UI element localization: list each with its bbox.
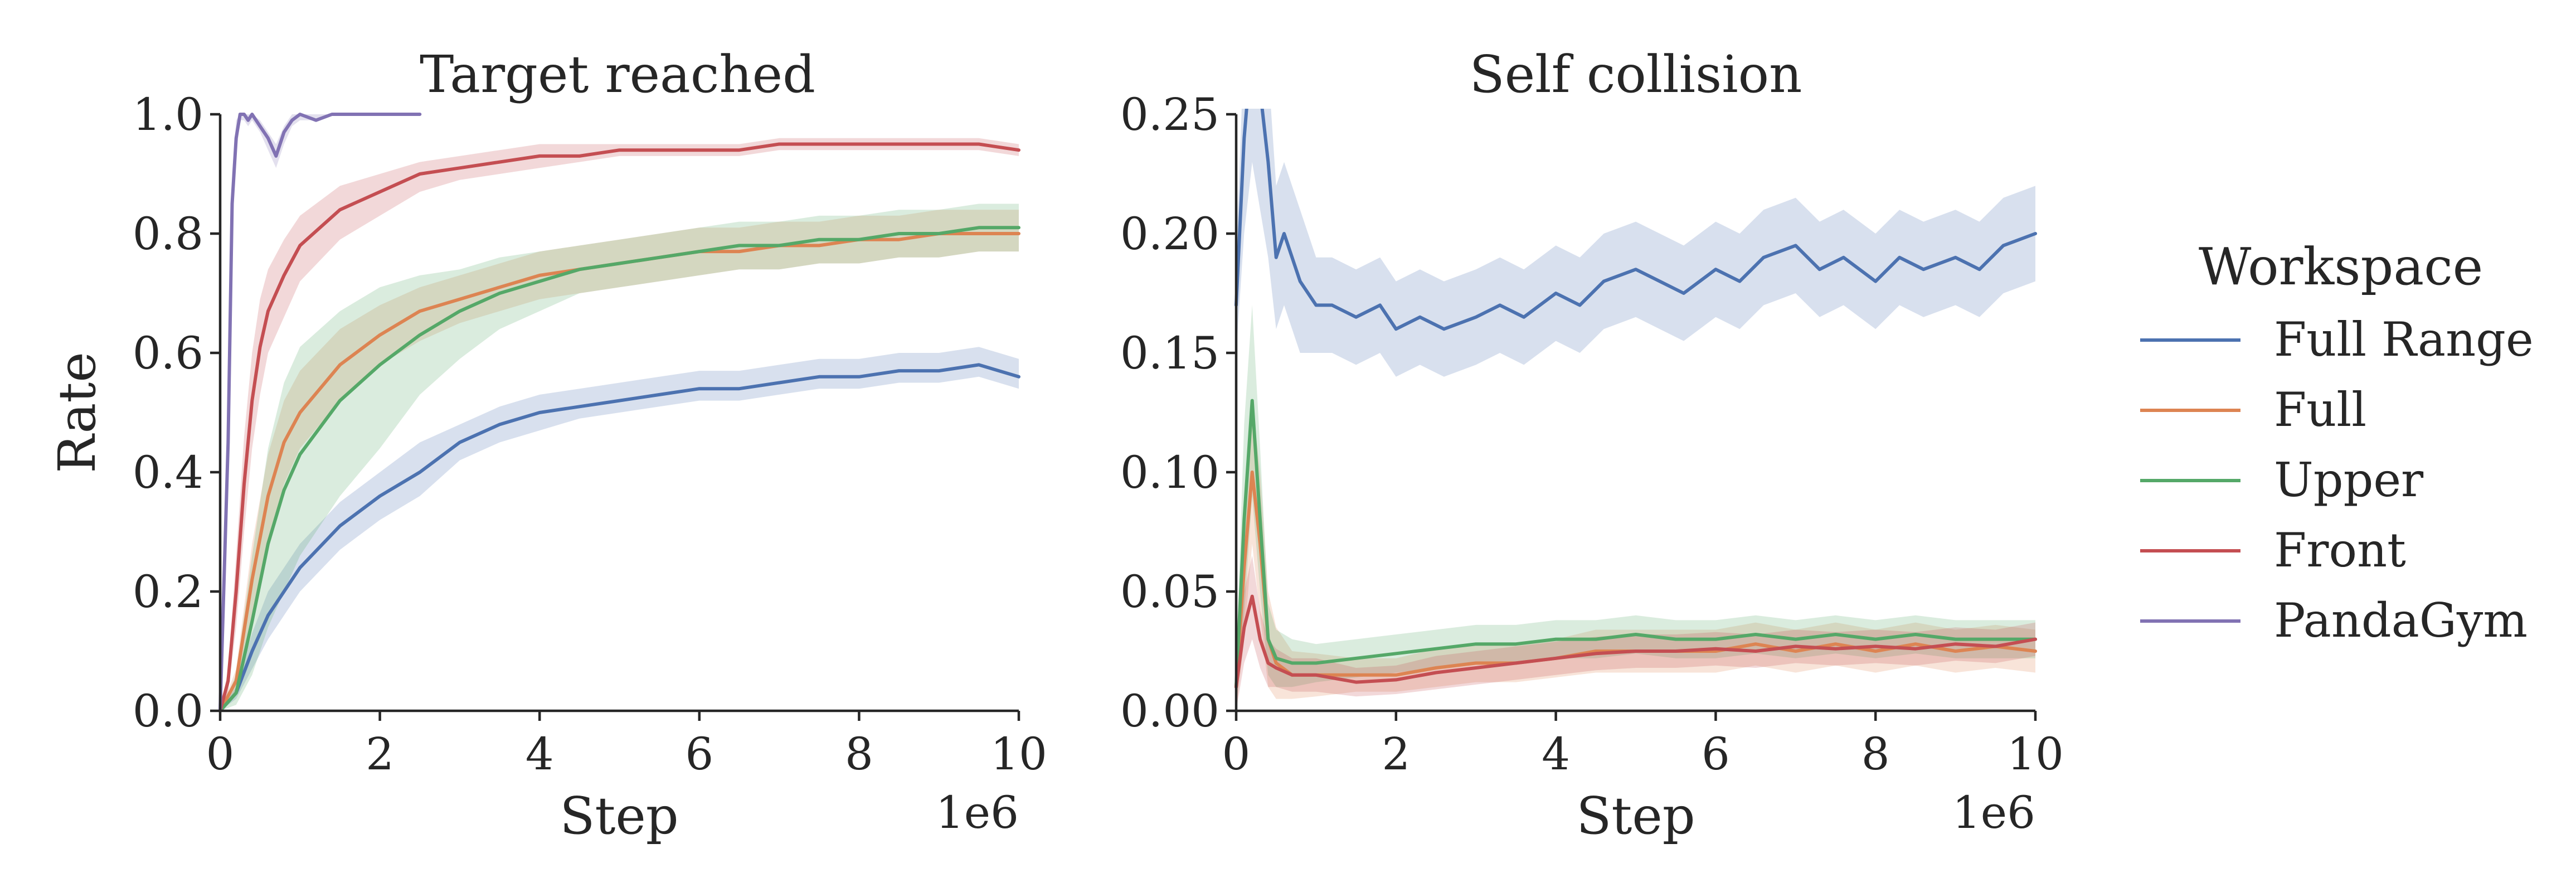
y-tick-label: 0.8: [133, 208, 203, 260]
y-ticks: 0.00 0.05 0.10 0.15 0.20 0.25: [1120, 89, 1236, 737]
y-tick-label: 0.4: [133, 447, 203, 498]
line-upper: [1234, 399, 2037, 689]
bands: [1236, 109, 2035, 711]
line-front: [218, 142, 1020, 712]
y-ticks: 0.0 0.2 0.4 0.6 0.8 1.0: [133, 89, 220, 737]
legend-label: Full: [2274, 382, 2366, 437]
y-axis-title: Rate: [47, 352, 107, 473]
band-full-range: [1236, 109, 2035, 377]
legend-label: Full Range: [2274, 312, 2534, 367]
y-tick-label: 0.25: [1120, 89, 1219, 140]
legend-item-upper: Upper: [2140, 453, 2424, 507]
line-full-range: [1234, 109, 2037, 331]
x-offset-label: 1e6: [936, 787, 1019, 838]
line-front: [1234, 594, 2037, 689]
chart-title: Self collision: [1470, 45, 1802, 104]
x-tick-label: 0: [1222, 728, 1251, 780]
x-offset-label: 1e6: [1952, 787, 2035, 838]
legend-item-pandagym: PandaGym: [2140, 593, 2528, 648]
x-tick-label: 0: [206, 728, 235, 780]
band-upper: [220, 203, 1019, 711]
x-tick-label: 6: [685, 728, 713, 780]
legend-label: Front: [2274, 523, 2406, 578]
x-axis-title: Step: [560, 786, 678, 846]
x-tick-label: 6: [1702, 728, 1730, 780]
panel-target-reached: Target reached 0 2 4 6 8 10 0.0 0.2 0.4 0.6 0.8 1.…: [47, 45, 1047, 846]
legend-item-full: Full: [2140, 382, 2366, 437]
legend-label: PandaGym: [2274, 593, 2528, 648]
legend-title: Workspace: [2199, 237, 2483, 297]
x-tick-label: 4: [1542, 728, 1570, 780]
y-tick-label: 0.05: [1120, 566, 1219, 618]
band-upper: [1236, 305, 2035, 711]
y-tick-label: 0.6: [133, 327, 203, 379]
x-tick-label: 10: [990, 728, 1047, 780]
line-full-range: [218, 363, 1020, 712]
x-ticks: 0 2 4 6 8 10: [1222, 711, 2064, 780]
legend-items: Full Range Full Upper Front PandaGym: [2140, 312, 2534, 648]
chart-title: Target reached: [420, 45, 815, 104]
legend-item-front: Front: [2140, 523, 2406, 578]
legend: Workspace Full Range Full Upper Front PandaG…: [2140, 237, 2534, 648]
x-tick-label: 10: [2007, 728, 2064, 780]
legend-label: Upper: [2274, 453, 2424, 507]
x-ticks: 0 2 4 6 8 10: [206, 711, 1047, 780]
y-tick-label: 0.20: [1120, 208, 1219, 260]
y-tick-label: 0.10: [1120, 447, 1219, 498]
bands: [220, 114, 1019, 711]
panel-self-collision: Self collision 0 2 4 6 8 10 0.000.050.100.150…: [1120, 45, 2064, 846]
legend-item-full-range: Full Range: [2140, 312, 2534, 367]
line-upper: [218, 226, 1020, 712]
x-tick-label: 8: [845, 728, 873, 780]
y-tick-label: 0.0: [133, 685, 203, 737]
x-tick-label: 2: [366, 728, 394, 780]
lines: [1234, 109, 2037, 689]
x-tick-label: 4: [526, 728, 554, 780]
y-tick-label: 0.00: [1120, 685, 1219, 737]
y-tick-label: 1.0: [133, 89, 203, 140]
lines: [218, 113, 1020, 712]
y-tick-label: 0.2: [133, 566, 203, 618]
x-tick-label: 2: [1382, 728, 1410, 780]
y-tick-label: 0.15: [1120, 327, 1219, 379]
x-axis-title: Step: [1576, 786, 1695, 846]
line-pandagym: [218, 113, 422, 712]
x-tick-label: 8: [1861, 728, 1890, 780]
